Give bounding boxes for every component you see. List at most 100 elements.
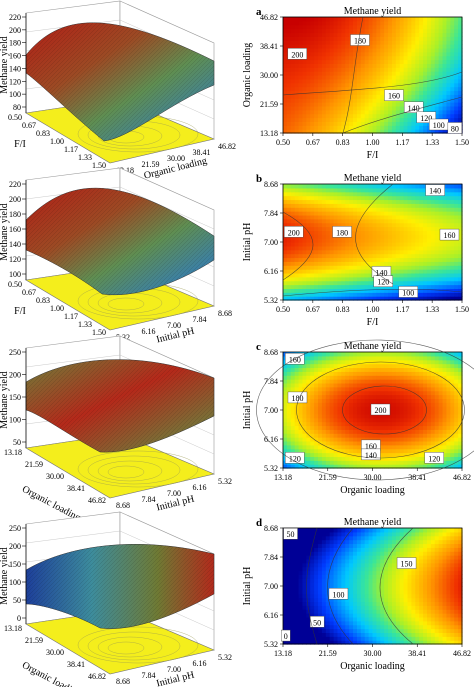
heat-cell [368, 249, 374, 255]
heat-cell [341, 417, 346, 423]
heat-cell [407, 464, 413, 469]
heat-cell [310, 440, 315, 446]
heat-cell [353, 17, 358, 22]
heat-cell [321, 269, 327, 274]
heat-cell [318, 543, 323, 548]
heat-cell [411, 371, 416, 376]
heat-cell [411, 75, 416, 80]
heat-cell [294, 375, 300, 380]
heat-cell [345, 417, 350, 423]
heat-cell [290, 129, 296, 134]
heat-cell [318, 413, 323, 419]
heat-cell [290, 94, 296, 99]
heat-cell [384, 379, 389, 384]
heat-cell [314, 398, 319, 403]
heat-cell [306, 425, 311, 430]
heat-cell [345, 113, 350, 119]
heat-cell [403, 413, 409, 419]
heat-cell [302, 444, 307, 450]
heat-cell [294, 597, 300, 603]
heat-cell [430, 203, 436, 208]
heat-cell [314, 437, 319, 442]
heat-cell [333, 413, 339, 419]
heat-cell [310, 203, 315, 208]
heat-cell [376, 44, 381, 49]
heat-cell [419, 32, 424, 37]
heat-cell [337, 238, 342, 243]
heat-cell [349, 272, 354, 278]
heat-cell [294, 199, 300, 204]
heat-cell [458, 234, 463, 239]
heat-cell [356, 98, 362, 103]
heat-cell [353, 375, 358, 380]
heat-cell [310, 276, 315, 282]
heat-cell [368, 63, 374, 68]
heat-cell [419, 245, 424, 251]
heat-cell [302, 75, 307, 80]
heat-cell [454, 417, 459, 423]
heat-cell [415, 433, 420, 438]
heat-cell [298, 555, 304, 560]
heat-cell [325, 113, 331, 119]
heat-cell [333, 28, 339, 34]
heat-cell [423, 269, 428, 274]
heat-cell [360, 296, 366, 301]
heat-cell [341, 410, 346, 415]
heat-cell [298, 558, 304, 564]
heat-cell [353, 86, 358, 92]
heat-cell [310, 94, 315, 99]
heat-cell [364, 379, 370, 384]
heat-cell [353, 371, 358, 376]
heat-cell [325, 280, 331, 286]
heat-cell [360, 28, 366, 34]
heat-cell [399, 195, 405, 201]
heat-cell [294, 40, 300, 45]
heat-cell [314, 125, 319, 130]
heat-cell [325, 257, 331, 262]
heat-cell [286, 371, 292, 376]
heat-cell [333, 276, 339, 282]
heat-cell [329, 363, 335, 369]
heat-cell [411, 203, 416, 208]
heat-cell [419, 464, 424, 469]
heat-cell [286, 269, 292, 274]
heat-cell [298, 636, 304, 641]
heat-cell [337, 40, 342, 45]
heat-cell [384, 382, 389, 388]
heat-cell [356, 288, 362, 293]
heat-cell [384, 398, 389, 403]
heat-cell [384, 394, 389, 399]
heat-cell [364, 460, 370, 465]
heat-cell [321, 207, 327, 212]
heat-cell [434, 63, 440, 68]
heat-cell [321, 82, 327, 88]
heat-cell [430, 218, 436, 224]
heat-cell [310, 555, 315, 560]
heat-cell [411, 425, 416, 430]
heat-cell [286, 616, 292, 622]
heat-cell [286, 570, 292, 575]
heat-cell [337, 363, 342, 369]
contour-label: 80 [451, 124, 459, 133]
heat-cell [442, 199, 448, 204]
heat-cell [329, 199, 335, 204]
heat-cell [325, 63, 331, 68]
heat-cell [376, 113, 381, 119]
heat-cell [399, 234, 405, 239]
heat-cell [399, 199, 405, 204]
heat-cell [372, 187, 377, 193]
heat-cell [426, 32, 432, 37]
heat-cell [407, 207, 413, 212]
heat-cell [349, 375, 354, 380]
heat-cell [290, 640, 296, 645]
heat-cell [454, 425, 459, 430]
heat-cell [294, 98, 300, 103]
heat-cell [333, 67, 339, 72]
heat-cell [294, 371, 300, 376]
heat-cell [376, 394, 381, 399]
heat-cell [329, 628, 335, 633]
heat-cell [294, 90, 300, 95]
heat-cell [306, 121, 311, 126]
heat-cell [411, 386, 416, 392]
heat-cell [341, 36, 346, 41]
